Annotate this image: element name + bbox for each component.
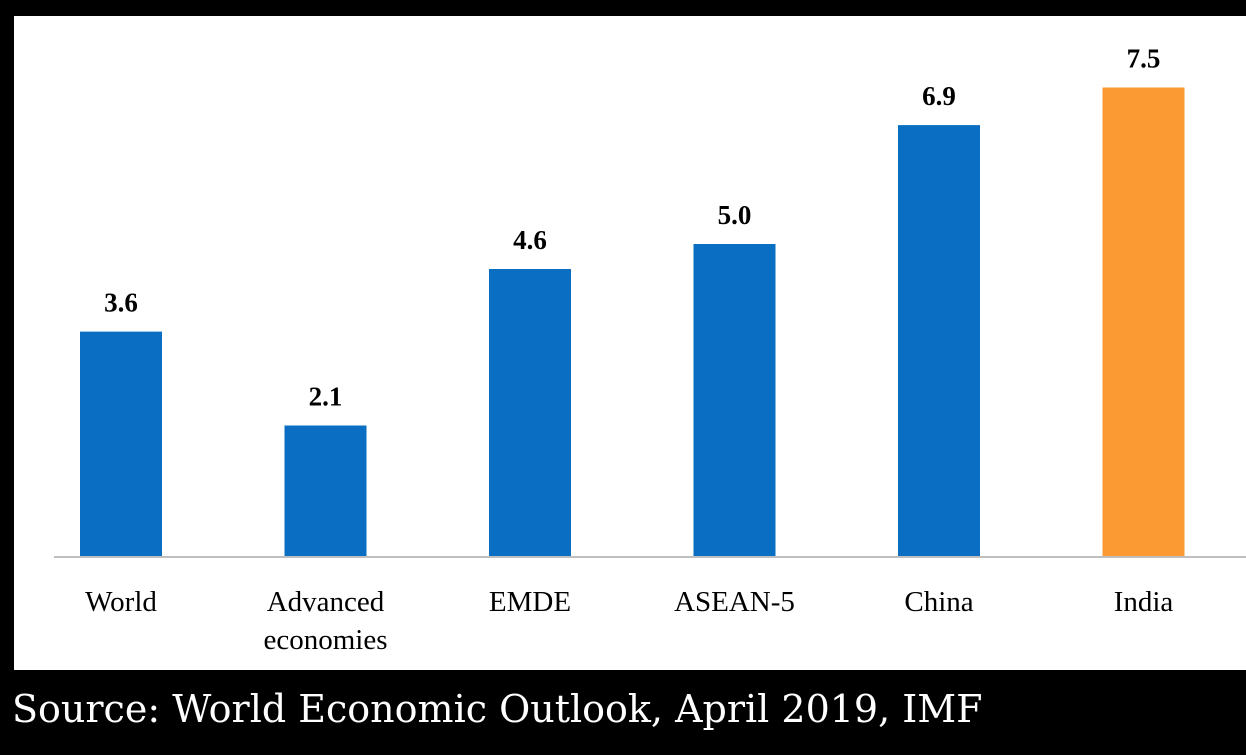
data-label: 6.9 — [922, 81, 956, 111]
chart-panel: 3.6 World 2.1 Advanced economies 4.6 EMDE 5.0 AS… — [14, 16, 1246, 670]
data-label: 3.6 — [104, 288, 138, 318]
x-tick-label: India — [1114, 586, 1174, 618]
labels-layer: 3.6 World 2.1 Advanced economies 4.6 EMDE 5.0 AS… — [85, 44, 1173, 657]
data-label: 5.0 — [718, 200, 752, 230]
x-tick-label: ASEAN-5 — [674, 586, 795, 618]
source-caption: Source: World Economic Outlook, April 20… — [12, 687, 983, 731]
bar-asean-5 — [693, 244, 776, 557]
bar-emde — [489, 269, 571, 557]
x-tick-label: economies — [263, 624, 387, 656]
x-tick-label: Advanced — [267, 586, 385, 618]
bar-advanced-economies — [284, 425, 367, 557]
data-label: 7.5 — [1127, 44, 1161, 74]
data-label: 4.6 — [513, 225, 547, 255]
bar-world — [80, 331, 162, 557]
bar-india — [1102, 87, 1185, 557]
x-tick-label: China — [904, 586, 973, 618]
bar-chart: 3.6 World 2.1 Advanced economies 4.6 EMDE 5.0 AS… — [54, 44, 1246, 657]
x-tick-label: EMDE — [489, 586, 571, 618]
bars-layer — [80, 87, 1185, 557]
data-label: 2.1 — [309, 382, 343, 412]
x-tick-label: World — [85, 586, 157, 618]
bar-china — [898, 125, 980, 557]
